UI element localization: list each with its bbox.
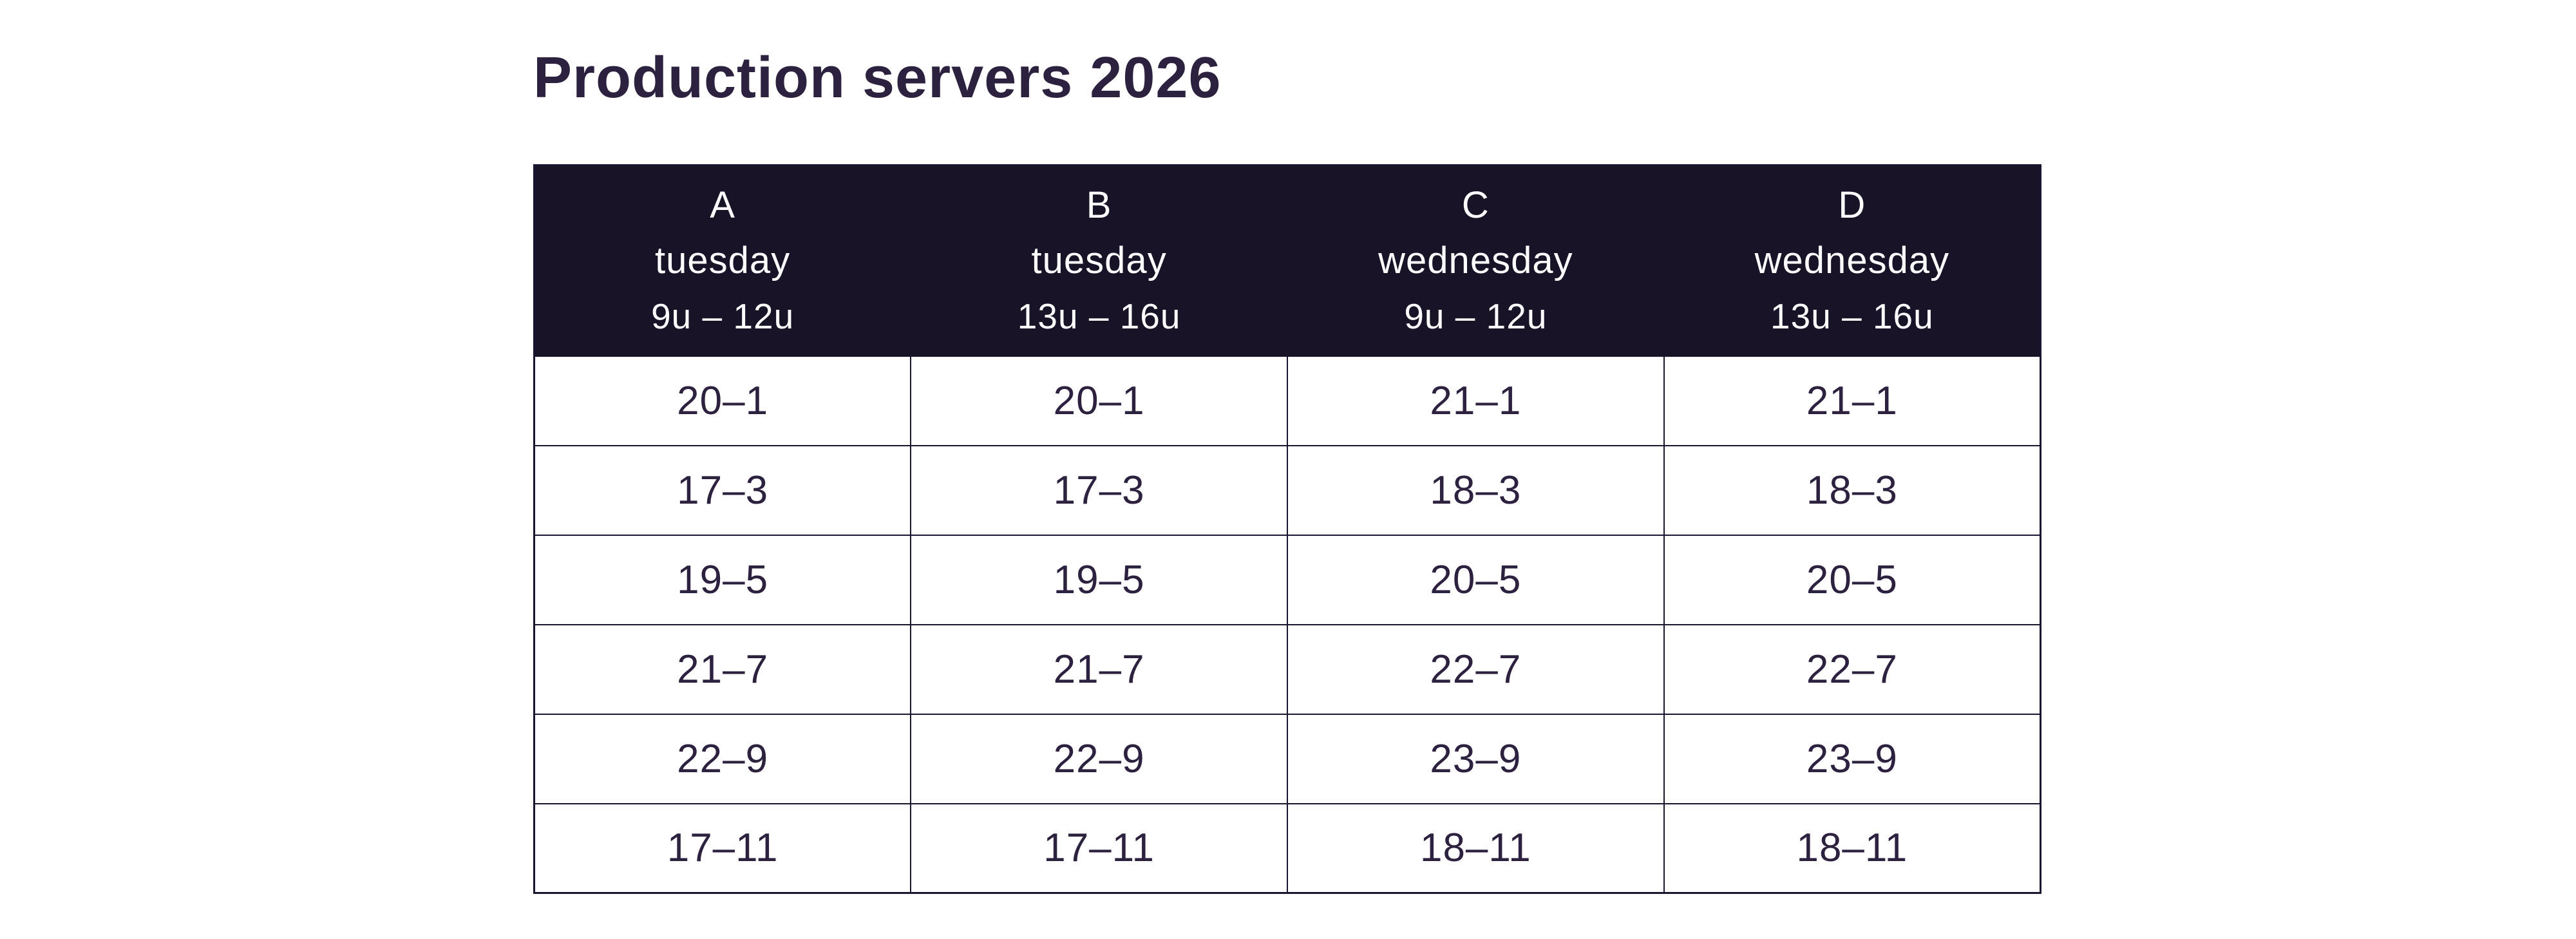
table-cell: 22–7	[1663, 623, 2041, 715]
table-row: 21–7 21–7 22–7 22–7	[533, 623, 2041, 715]
table-cell: 22–9	[533, 713, 912, 804]
page-title: Production servers 2026	[533, 46, 1222, 110]
table-cell: 19–5	[533, 534, 912, 625]
group-letter: C	[1461, 184, 1490, 226]
table-cell: 22–7	[1287, 623, 1665, 715]
table-cell: 18–11	[1287, 802, 1665, 894]
header-row: A tuesday 9u – 12u B tuesday 13u – 16u C…	[533, 164, 2041, 357]
table-row: 17–11 17–11 18–11 18–11	[533, 802, 2041, 894]
day-label: wednesday	[1378, 239, 1573, 281]
table-row: 19–5 19–5 20–5 20–5	[533, 534, 2041, 625]
table-cell: 17–11	[533, 802, 912, 894]
table-cell: 19–5	[910, 534, 1288, 625]
column-header-b: B tuesday 13u – 16u	[910, 164, 1288, 357]
column-header-c: C wednesday 9u – 12u	[1287, 164, 1665, 357]
day-label: tuesday	[1031, 239, 1167, 281]
group-letter: D	[1838, 184, 1866, 226]
table-cell: 20–5	[1663, 534, 2041, 625]
column-header-d: D wednesday 13u – 16u	[1663, 164, 2041, 357]
day-label: tuesday	[655, 239, 791, 281]
table-cell: 17–3	[533, 444, 912, 536]
hours-label: 13u – 16u	[1017, 296, 1181, 336]
table-row: 17–3 17–3 18–3 18–3	[533, 444, 2041, 536]
table-cell: 20–1	[910, 355, 1288, 446]
table-header: A tuesday 9u – 12u B tuesday 13u – 16u C…	[533, 164, 2041, 357]
hours-label: 9u – 12u	[1404, 296, 1548, 336]
table-row: 20–1 20–1 21–1 21–1	[533, 355, 2041, 446]
table-cell: 18–3	[1287, 444, 1665, 536]
day-label: wednesday	[1754, 239, 1950, 281]
table-cell: 20–5	[1287, 534, 1665, 625]
table-cell: 20–1	[533, 355, 912, 446]
group-letter: B	[1086, 184, 1112, 226]
hours-label: 9u – 12u	[651, 296, 795, 336]
table-cell: 21–1	[1663, 355, 2041, 446]
table-cell: 21–7	[533, 623, 912, 715]
group-letter: A	[710, 184, 735, 226]
table-cell: 21–7	[910, 623, 1288, 715]
table-body: 20–1 20–1 21–1 21–1 17–3 17–3 18–3 18–3 …	[533, 355, 2041, 894]
table-cell: 18–11	[1663, 802, 2041, 894]
schedule-table: A tuesday 9u – 12u B tuesday 13u – 16u C…	[533, 164, 2041, 894]
table-cell: 22–9	[910, 713, 1288, 804]
table-cell: 17–3	[910, 444, 1288, 536]
hours-label: 13u – 16u	[1770, 296, 1934, 336]
table-cell: 23–9	[1287, 713, 1665, 804]
table-row: 22–9 22–9 23–9 23–9	[533, 713, 2041, 804]
table-cell: 23–9	[1663, 713, 2041, 804]
table-cell: 21–1	[1287, 355, 1665, 446]
table-cell: 17–11	[910, 802, 1288, 894]
table-cell: 18–3	[1663, 444, 2041, 536]
column-header-a: A tuesday 9u – 12u	[533, 164, 912, 357]
